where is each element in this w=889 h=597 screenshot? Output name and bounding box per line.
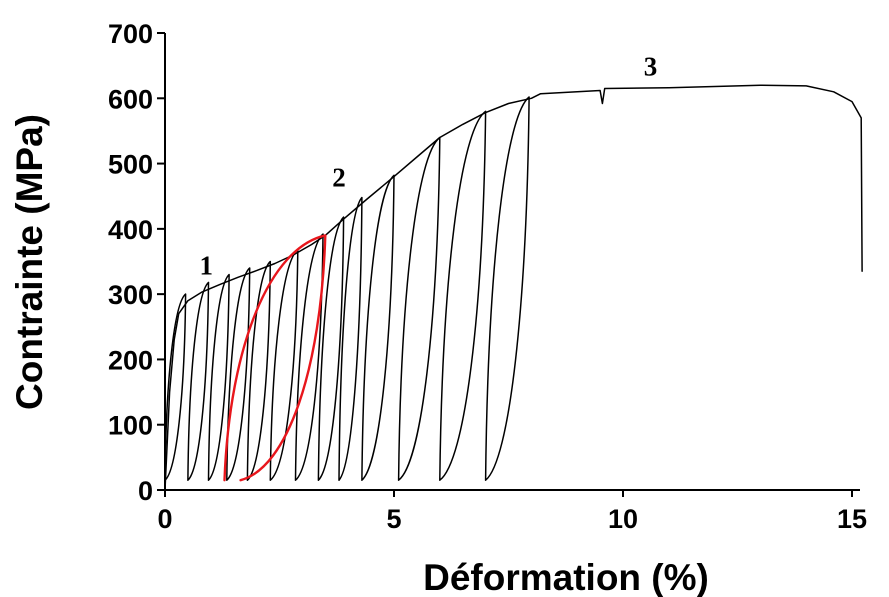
- annotations: 1 2 3: [199, 51, 657, 280]
- y-tick-label: 100: [108, 411, 153, 441]
- x-tick-label: 0: [157, 504, 172, 534]
- cycle-loop: [226, 267, 251, 481]
- y-tick-label: 300: [108, 280, 153, 310]
- y-tick-label: 400: [108, 215, 153, 245]
- cycle-loop: [164, 293, 187, 481]
- cycle-loop: [397, 136, 441, 481]
- cycle-loop: [207, 273, 230, 481]
- y-axis-title: Contrainte (MPa): [9, 114, 50, 410]
- y-tick-label: 500: [108, 150, 153, 180]
- x-axis-title: Déformation (%): [423, 557, 709, 597]
- cycle-loop: [317, 216, 345, 481]
- cycle-loop: [269, 248, 299, 481]
- cycle-loop: [294, 233, 324, 481]
- axes: [157, 32, 860, 497]
- x-tick-label: 10: [608, 504, 638, 534]
- y-tick-label: 600: [108, 84, 153, 114]
- annotation-label: 1: [199, 251, 213, 281]
- highlighted-cycle: [223, 234, 327, 482]
- annotation-label: 3: [644, 51, 658, 81]
- curves: [164, 84, 863, 491]
- annotation-label: 2: [332, 162, 346, 192]
- x-tick-label: 15: [837, 504, 867, 534]
- cycle-loop: [246, 260, 272, 481]
- cycle-loop: [361, 174, 395, 481]
- x-tick-label: 5: [386, 504, 401, 534]
- cycle-loop: [338, 196, 363, 481]
- cycle-loop: [484, 96, 530, 481]
- y-tick-label: 700: [108, 19, 153, 49]
- y-tick-label: 0: [138, 476, 153, 506]
- y-tick-label: 200: [108, 345, 153, 375]
- cycle-loop: [439, 110, 487, 481]
- tick-labels: 0 100 200 300 400 500 600 700 0 5 10 15: [108, 19, 867, 534]
- cycle-loop: [187, 281, 210, 481]
